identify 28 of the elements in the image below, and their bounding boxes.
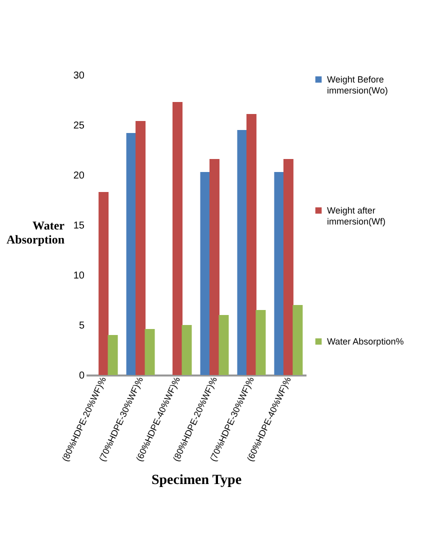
y-tick-label: 10	[73, 270, 85, 282]
bar	[292, 305, 303, 375]
bar	[98, 192, 109, 375]
bar	[200, 172, 210, 375]
bar	[126, 133, 136, 375]
bar	[237, 130, 248, 375]
y-tick-label: 0	[78, 370, 85, 382]
bar	[209, 159, 220, 375]
y-tick-label: 20	[73, 170, 85, 182]
y-tick-label: 30	[73, 70, 85, 82]
bar	[283, 159, 294, 375]
bar	[144, 329, 155, 375]
y-axis-title: Water Absorption	[6, 218, 66, 246]
legend-label: Water Absorption%	[327, 336, 404, 346]
y-tick-label: 15	[73, 220, 85, 232]
legend-label: Weight Before immersion(Wo)	[327, 74, 388, 96]
bar	[218, 315, 229, 375]
bar	[108, 335, 118, 375]
bar	[246, 114, 256, 375]
x-axis-title: Specimen Type	[151, 473, 242, 488]
bar	[136, 121, 146, 375]
y-tick-label: 25	[73, 120, 85, 132]
legend-label: Weight after immersion(Wf)	[327, 206, 386, 226]
y-tick-label: 5	[78, 320, 85, 332]
bar	[256, 310, 266, 375]
bar	[274, 172, 284, 375]
bar	[172, 102, 183, 375]
bar	[182, 325, 192, 375]
